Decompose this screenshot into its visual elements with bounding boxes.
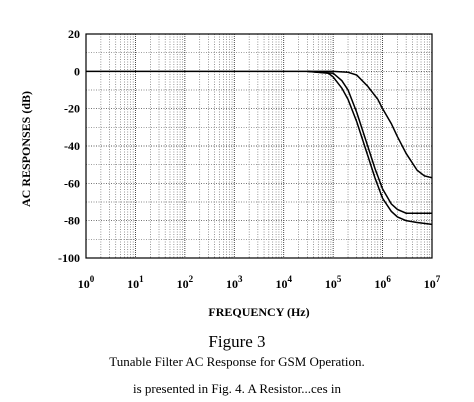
series-line-1: [86, 70, 433, 179]
y-tick-label: -80: [64, 214, 80, 228]
x-tick-label: 107: [424, 274, 441, 291]
series-group: [86, 70, 433, 226]
y-tick-label: -100: [58, 251, 80, 265]
series-line-2: [307, 70, 432, 214]
y-tick-label: 20: [68, 27, 80, 41]
figure-title: Figure 3: [208, 332, 266, 351]
x-tick-label: 104: [275, 274, 292, 291]
x-tick-label: 103: [226, 274, 243, 291]
x-tick-labels: 100 101 102 103 104 105 106 107: [78, 274, 441, 291]
grid: [86, 34, 432, 258]
chart: 100 101 102 103 104 105 106 107 20 0 -20 -40 -60 -80…: [19, 27, 441, 319]
x-tick-label: 102: [177, 274, 194, 291]
x-tick-label: 101: [127, 274, 144, 291]
y-tick-label: 0: [74, 64, 80, 78]
y-tick-label: -40: [64, 139, 80, 153]
x-axis-label: FREQUENCY (Hz): [208, 305, 309, 319]
series-line-3: [307, 70, 433, 226]
x-tick-label: 100: [78, 274, 95, 291]
y-tick-labels: 20 0 -20 -40 -60 -80 -100: [58, 27, 80, 265]
body-text: is presented in Fig. 4. A Resistor...ces…: [133, 381, 341, 396]
y-tick-label: -20: [64, 102, 80, 116]
y-axis-label: AC RESPONSES (dB): [19, 91, 33, 207]
y-tick-label: -60: [64, 176, 80, 190]
x-tick-label: 106: [374, 274, 391, 291]
x-tick-label: 105: [325, 274, 342, 291]
figure-caption: Tunable Filter AC Response for GSM Opera…: [109, 354, 365, 369]
plot-frame: [85, 33, 433, 259]
